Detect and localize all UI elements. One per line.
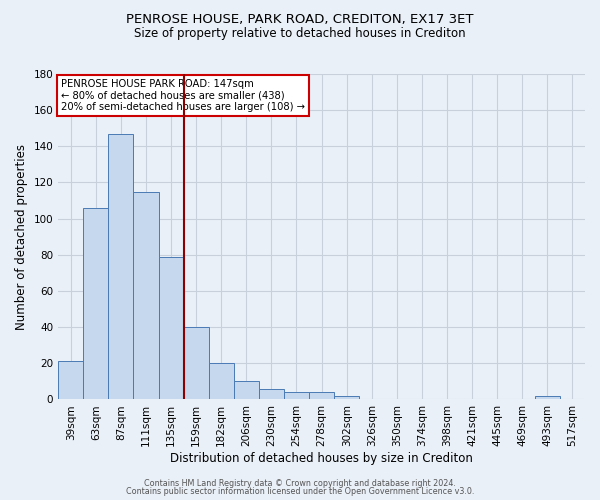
Bar (184, 327, 209, 400)
X-axis label: Distribution of detached houses by size in Crediton: Distribution of detached houses by size … (170, 452, 473, 465)
Y-axis label: Number of detached properties: Number of detached properties (15, 144, 28, 330)
Bar (83, 208, 109, 400)
Text: PENROSE HOUSE, PARK ROAD, CREDITON, EX17 3ET: PENROSE HOUSE, PARK ROAD, CREDITON, EX17… (126, 12, 474, 26)
Bar (259, 388, 284, 400)
Bar (58, 362, 83, 400)
Bar (309, 392, 334, 400)
Bar (234, 382, 259, 400)
Bar (209, 364, 234, 400)
Bar (133, 192, 158, 400)
Bar (158, 256, 184, 400)
Bar (334, 396, 359, 400)
Text: Size of property relative to detached houses in Crediton: Size of property relative to detached ho… (134, 28, 466, 40)
Bar (535, 396, 560, 400)
Text: Contains public sector information licensed under the Open Government Licence v3: Contains public sector information licen… (126, 487, 474, 496)
Bar (109, 134, 133, 400)
Bar (284, 392, 309, 400)
Text: PENROSE HOUSE PARK ROAD: 147sqm
← 80% of detached houses are smaller (438)
20% o: PENROSE HOUSE PARK ROAD: 147sqm ← 80% of… (61, 79, 305, 112)
Text: Contains HM Land Registry data © Crown copyright and database right 2024.: Contains HM Land Registry data © Crown c… (144, 478, 456, 488)
